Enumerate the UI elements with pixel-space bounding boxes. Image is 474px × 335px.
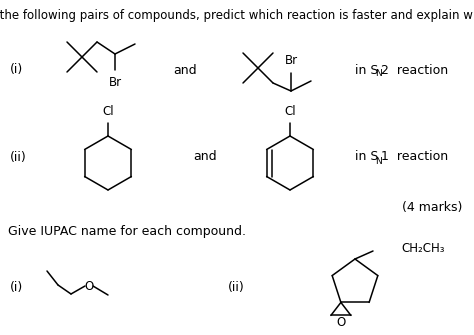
Text: (i): (i)	[10, 280, 23, 293]
Text: In the following pairs of compounds, predict which reaction is faster and explai: In the following pairs of compounds, pre…	[0, 9, 474, 22]
Text: Give IUPAC name for each compound.: Give IUPAC name for each compound.	[8, 225, 246, 239]
Text: Cl: Cl	[284, 105, 296, 118]
Text: 1  reaction: 1 reaction	[381, 150, 448, 163]
Text: O: O	[84, 279, 94, 292]
Text: Cl: Cl	[102, 105, 114, 118]
Text: N: N	[375, 69, 382, 78]
Text: (ii): (ii)	[10, 150, 27, 163]
Text: (4 marks): (4 marks)	[401, 201, 462, 213]
Text: (ii): (ii)	[228, 280, 245, 293]
Text: N: N	[375, 156, 382, 165]
Text: Br: Br	[284, 54, 298, 67]
Text: 2  reaction: 2 reaction	[381, 64, 448, 76]
Text: Br: Br	[109, 76, 121, 89]
Text: in S: in S	[355, 64, 378, 76]
Text: (i): (i)	[10, 64, 23, 76]
Text: O: O	[336, 316, 346, 329]
Text: CH₂CH₃: CH₂CH₃	[401, 243, 445, 256]
Text: and: and	[173, 64, 197, 76]
Text: in S: in S	[355, 150, 378, 163]
Text: and: and	[193, 150, 217, 163]
